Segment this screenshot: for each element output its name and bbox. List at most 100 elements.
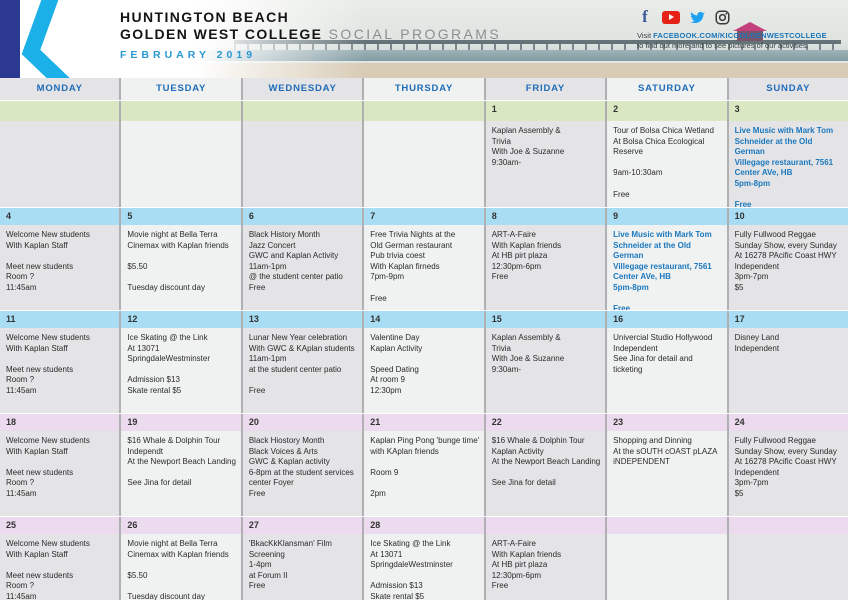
date-number: 22 [491,417,502,427]
day-events: ART-A-Faire With Kaplan friends At HB pi… [491,539,562,591]
date-number: 7 [370,211,376,221]
pier-house [737,30,764,41]
date-number: 5 [127,211,133,221]
facebook-link[interactable]: FACEBOOK.COM/KICGOLDENWESTCOLLEGE [653,31,827,40]
day-cell: 16 Univercial Studio Hollywood Independen… [607,311,727,413]
week-row-2: 4 Welcome New students With Kaplan Staff … [0,208,848,310]
day-events: Lunar New Year celebration With GWC & KA… [248,333,355,395]
day-events: 'BkacKkKlansman' Film Screening 1-4pm at… [248,539,332,591]
date-band: 21 [364,414,484,431]
visit-prefix: Visit [637,31,654,40]
facebook-icon[interactable]: f [642,7,648,26]
day-events: Welcome New students With Kaplan Staff M… [6,436,90,498]
date-band: 26 [121,517,241,534]
day-cell: 2 Tour of Bolsa Chica Wetland At Bolsa Ch… [607,101,727,207]
day-events: Disney Land Independent [734,333,780,353]
day-events: Welcome New students With Kaplan Staff M… [6,539,90,600]
date-band: 19 [121,414,241,431]
date-band: 10 [728,208,848,225]
pier-deck [234,40,842,44]
day-events: Live Music with Mark Tom Schneider at th… [734,126,834,207]
day-cell [728,517,848,600]
date-band: 1 [485,101,606,121]
pier-posts [234,44,842,55]
day-events: Black Hiostory Month Black Voices & Arts… [248,436,354,498]
date-number: 28 [370,520,381,530]
day-cell: 23 Shopping and Dinning At the sOUTH cOAS… [607,414,727,516]
date-band [728,517,848,534]
day-cell: 18 Welcome New students With Kaplan Staff… [0,414,120,516]
day-cell: 24 Fully Fullwood Reggae Sunday Show, eve… [728,414,848,516]
day-cell: 3 Live Music with Mark Tom Schneider at t… [728,101,848,207]
date-number [364,101,483,104]
pier-house-roof [733,22,768,31]
date-number: 2 [613,104,619,114]
day-events [729,534,848,600]
date-band: 14 [364,311,484,328]
day-events: Valentine Day Kaplan Activity Speed Dati… [370,333,423,395]
date-number: 23 [613,417,624,427]
day-events: Fully Fullwood Reggae Sunday Show, every… [734,230,837,292]
day-cell: 28 Ice Skating @ the Link At 13071 Spring… [364,517,484,600]
day-events: Live Music with Mark Tom Schneider at th… [613,230,712,310]
day-events: Fully Fullwood Reggae Sunday Show, every… [734,436,837,498]
twitter-icon[interactable] [689,9,705,25]
date-number: 14 [370,314,381,324]
date-band [121,101,241,121]
day-cell: 10 Fully Fullwood Reggae Sunday Show, eve… [728,208,848,310]
date-band: 7 [364,208,484,225]
date-band: 11 [0,311,120,328]
day-header-monday: MONDAY [0,78,120,100]
date-number: 4 [6,211,12,221]
title-month: FEBRUARY 2019 [120,49,257,61]
date-number: 21 [370,417,381,427]
day-events: ART-A-Faire With Kaplan friends At HB pi… [491,230,562,282]
day-cell [0,101,120,207]
date-number [607,517,726,520]
date-band: 17 [728,311,848,328]
instagram-icon[interactable] [714,9,730,25]
date-number: 8 [491,211,497,221]
day-events [121,121,240,207]
date-number: 10 [734,211,745,221]
date-band: 28 [364,517,484,534]
day-cell: 6 Black History Month Jazz Concert GWC an… [242,208,363,310]
week-row-4: 18 Welcome New students With Kaplan Staff… [0,414,848,516]
date-band [0,101,120,121]
day-events [243,121,362,207]
date-band: 5 [121,208,241,225]
day-cell: 26 Movie night at Bella Terra Cinemax wit… [121,517,241,600]
date-band: 23 [607,414,727,431]
week-row-5: 25 Welcome New students With Kaplan Staff… [0,517,848,600]
youtube-icon[interactable] [662,10,680,24]
date-number: 27 [248,520,259,530]
date-number: 16 [613,314,624,324]
date-band: 27 [242,517,363,534]
date-number: 18 [6,417,17,427]
day-cell: 4 Welcome New students With Kaplan Staff … [0,208,120,310]
day-header-saturday: SATURDAY [607,78,727,100]
day-events: Ice Skating @ the Link At 13071 Springda… [127,333,210,395]
day-cell: 7 Free Trivia Nights at the Old German re… [364,208,484,310]
day-cell: 22 $16 Whale & Dolphin Tour Kaplan Activi… [485,414,606,516]
day-events: Welcome New students With Kaplan Staff M… [6,230,90,292]
day-cell: 5 Movie night at Bella Terra Cinemax with… [121,208,241,310]
title-line1: HUNTINGTON BEACH [120,9,290,25]
date-number: 11 [6,314,16,324]
day-cell [607,517,727,600]
day-events: Kaplan Assembly & Trivia With Joe & Suza… [491,126,565,167]
week-row-3: 11 Welcome New students With Kaplan Staff… [0,311,848,413]
day-header-wednesday: WEDNESDAY [242,78,363,100]
date-band [485,517,606,534]
date-number: 19 [127,417,138,427]
day-cell: 21 Kaplan Ping Pong 'bunge time' with KAp… [364,414,484,516]
day-cell: 19 $16 Whale & Dolphin Tour Independt At … [121,414,241,516]
date-band: 25 [0,517,120,534]
day-events: Kaplan Assembly & Trivia With Joe & Suza… [491,333,565,374]
date-number: 9 [613,211,619,221]
day-cell: 27 'BkacKkKlansman' Film Screening 1-4pm … [242,517,363,600]
date-number: 24 [734,417,745,427]
date-band: 8 [485,208,606,225]
day-cell: 9 Live Music with Mark Tom Schneider at t… [607,208,727,310]
day-events [0,121,119,207]
